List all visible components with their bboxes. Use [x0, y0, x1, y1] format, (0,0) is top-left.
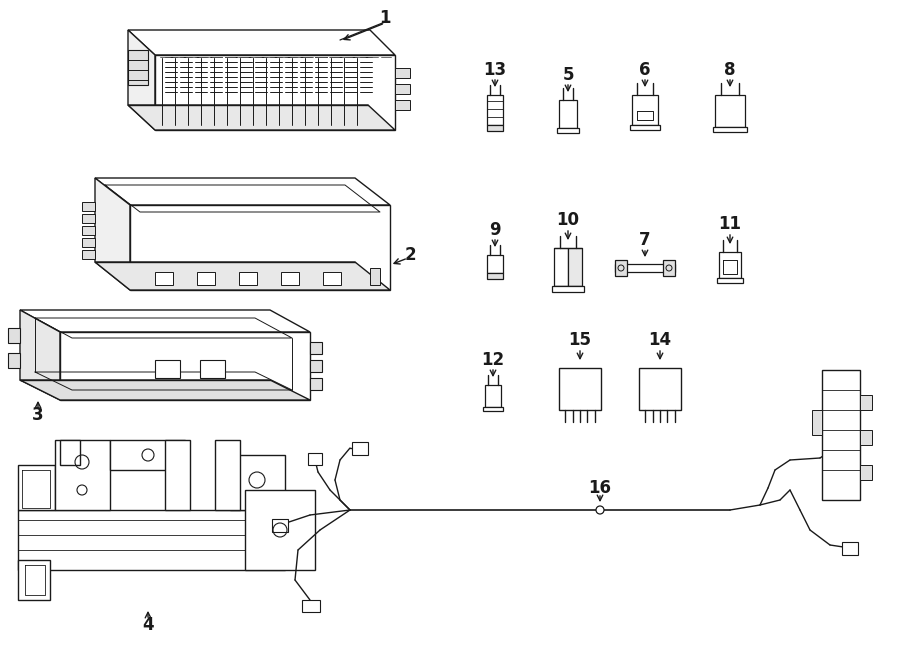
Polygon shape	[18, 560, 50, 600]
Polygon shape	[20, 310, 60, 400]
Text: 5: 5	[562, 66, 574, 84]
Text: 3: 3	[32, 406, 44, 424]
Polygon shape	[272, 519, 288, 532]
Polygon shape	[128, 50, 148, 85]
Polygon shape	[302, 600, 320, 612]
Polygon shape	[155, 272, 173, 285]
Polygon shape	[155, 55, 395, 130]
Polygon shape	[128, 30, 395, 55]
Polygon shape	[215, 440, 240, 510]
Polygon shape	[20, 380, 310, 400]
Polygon shape	[310, 378, 322, 390]
Polygon shape	[18, 510, 285, 570]
Polygon shape	[82, 214, 95, 223]
Polygon shape	[395, 68, 410, 78]
Polygon shape	[719, 252, 741, 278]
Polygon shape	[8, 353, 20, 368]
Text: 2: 2	[404, 246, 416, 264]
Polygon shape	[95, 262, 390, 290]
Polygon shape	[568, 248, 582, 286]
Polygon shape	[713, 127, 747, 132]
Text: 12: 12	[482, 351, 505, 369]
Polygon shape	[822, 370, 860, 500]
Polygon shape	[60, 332, 310, 400]
Polygon shape	[82, 238, 95, 247]
Text: 8: 8	[724, 61, 736, 79]
Polygon shape	[715, 95, 745, 127]
Polygon shape	[487, 273, 503, 279]
Polygon shape	[128, 105, 395, 130]
Polygon shape	[370, 268, 380, 285]
Polygon shape	[82, 250, 95, 259]
Polygon shape	[860, 430, 872, 445]
Polygon shape	[559, 100, 577, 128]
Polygon shape	[860, 465, 872, 480]
Text: 9: 9	[490, 221, 500, 239]
Text: 1: 1	[379, 9, 391, 27]
Text: 13: 13	[483, 61, 507, 79]
Polygon shape	[82, 226, 95, 235]
Polygon shape	[485, 385, 501, 407]
Text: 14: 14	[648, 331, 671, 349]
Polygon shape	[82, 202, 95, 211]
Polygon shape	[552, 286, 584, 292]
Polygon shape	[95, 178, 390, 205]
Polygon shape	[200, 360, 225, 378]
Polygon shape	[197, 272, 215, 285]
Polygon shape	[717, 278, 743, 283]
Text: 7: 7	[639, 231, 651, 249]
Polygon shape	[632, 95, 658, 125]
Polygon shape	[55, 440, 110, 510]
Polygon shape	[230, 455, 285, 510]
Polygon shape	[110, 440, 185, 470]
Polygon shape	[842, 542, 858, 555]
Polygon shape	[245, 490, 315, 570]
Polygon shape	[395, 100, 410, 110]
Polygon shape	[639, 368, 681, 410]
Polygon shape	[554, 248, 568, 286]
Text: 16: 16	[589, 479, 611, 497]
Polygon shape	[487, 125, 503, 131]
Polygon shape	[487, 255, 503, 273]
Polygon shape	[487, 95, 503, 125]
Polygon shape	[95, 178, 130, 290]
Text: 10: 10	[556, 211, 580, 229]
Polygon shape	[323, 272, 341, 285]
Polygon shape	[615, 264, 675, 272]
Polygon shape	[615, 260, 627, 276]
Polygon shape	[308, 453, 322, 465]
Polygon shape	[557, 128, 579, 133]
Polygon shape	[395, 84, 410, 94]
Text: 11: 11	[718, 215, 742, 233]
Polygon shape	[310, 360, 322, 372]
Circle shape	[596, 506, 604, 514]
Polygon shape	[483, 407, 503, 411]
Text: 15: 15	[569, 331, 591, 349]
Polygon shape	[128, 30, 155, 130]
Polygon shape	[8, 328, 20, 343]
Polygon shape	[130, 205, 390, 290]
Polygon shape	[559, 368, 601, 410]
Polygon shape	[352, 442, 368, 455]
Polygon shape	[630, 125, 660, 130]
Text: 4: 4	[142, 616, 154, 634]
Polygon shape	[310, 342, 322, 354]
Text: 6: 6	[639, 61, 651, 79]
Polygon shape	[20, 310, 310, 332]
Polygon shape	[60, 440, 80, 465]
Polygon shape	[18, 465, 55, 510]
Polygon shape	[155, 360, 180, 378]
Polygon shape	[281, 272, 299, 285]
Polygon shape	[239, 272, 257, 285]
Polygon shape	[663, 260, 675, 276]
Polygon shape	[165, 440, 190, 510]
Polygon shape	[860, 395, 872, 410]
Polygon shape	[812, 410, 822, 435]
